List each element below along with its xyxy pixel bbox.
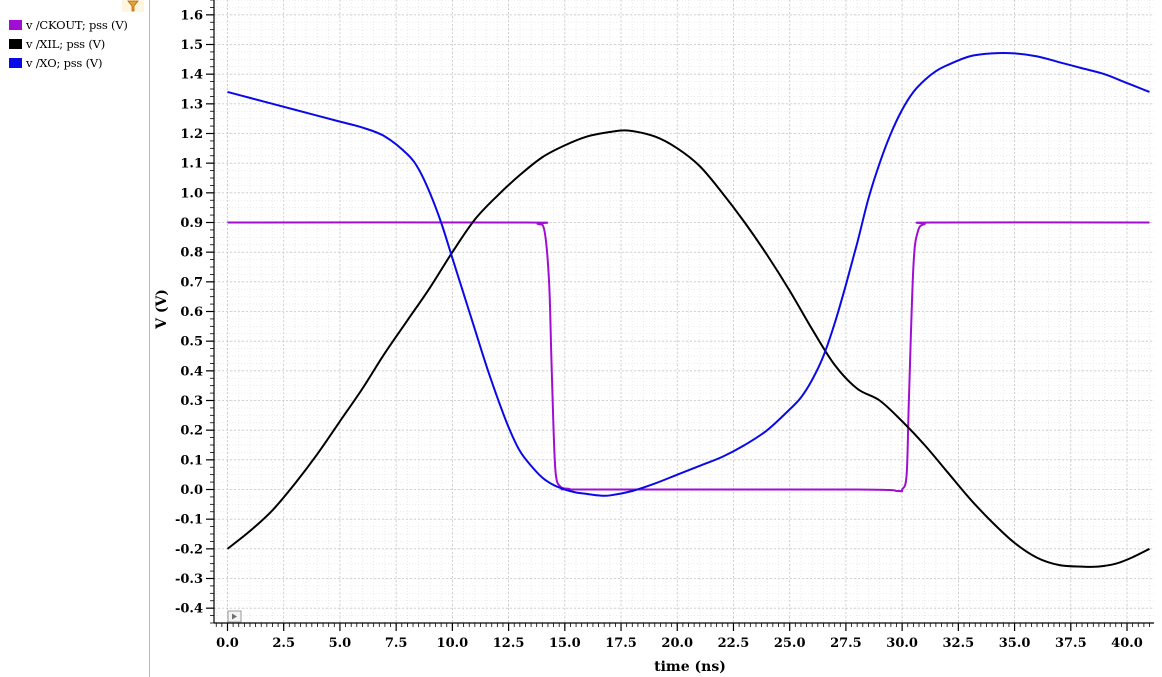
y-tick-label: 0.1 bbox=[180, 453, 203, 468]
y-tick-label: 0.8 bbox=[180, 246, 203, 261]
x-tick-label: 25.0 bbox=[774, 636, 806, 651]
x-axis-label: time (ns) bbox=[654, 659, 726, 675]
legend-panel: v /CKOUT; pss (V) v /XIL; pss (V) v /XO; p… bbox=[0, 0, 150, 677]
play-icon bbox=[232, 613, 237, 620]
y-tick-label: 1.6 bbox=[180, 8, 203, 23]
series-line-xo[interactable] bbox=[227, 52, 1150, 497]
series-line-xil[interactable] bbox=[226, 129, 1150, 568]
x-tick-label: 7.5 bbox=[385, 636, 408, 651]
axes: 0.0 2.5 5.0 7.5 10.0 12.5 15.0 17.5 20.0 22.5 25.0… bbox=[175, 0, 1154, 651]
x-tick-label: 0.0 bbox=[216, 636, 239, 651]
y-tick-label: 1.0 bbox=[180, 186, 203, 201]
x-tick-label: 17.5 bbox=[605, 636, 637, 651]
x-tick-label: 2.5 bbox=[272, 636, 295, 651]
series-line-ckout[interactable] bbox=[227, 221, 1150, 493]
legend-item[interactable]: v /XIL; pss (V) bbox=[9, 37, 105, 51]
legend-item[interactable]: v /XO; pss (V) bbox=[9, 56, 102, 70]
y-tick-label: 0.7 bbox=[180, 275, 203, 290]
y-tick-label: -0.4 bbox=[175, 602, 203, 617]
y-tick-label: 0.6 bbox=[180, 305, 203, 320]
y-tick-label: 0.5 bbox=[180, 335, 203, 350]
x-tick-label: 10.0 bbox=[437, 636, 469, 651]
legend-label: v /CKOUT; pss (V) bbox=[26, 18, 128, 32]
axis-labels: time (ns) V (V) bbox=[154, 289, 726, 675]
x-tick-label: 32.5 bbox=[943, 636, 975, 651]
expand-button[interactable] bbox=[227, 610, 242, 623]
y-tick-label: 0.3 bbox=[180, 394, 203, 409]
y-tick-label: 1.1 bbox=[180, 157, 203, 172]
y-tick-label: 1.2 bbox=[180, 127, 203, 142]
x-tick-label: 40.0 bbox=[1111, 636, 1143, 651]
x-tick-label: 15.0 bbox=[549, 636, 581, 651]
legend-label: v /XO; pss (V) bbox=[26, 56, 103, 70]
series-layer bbox=[226, 52, 1150, 568]
y-tick-label: 0.2 bbox=[180, 424, 203, 439]
y-tick-label: 1.5 bbox=[180, 38, 203, 53]
legend-swatch bbox=[9, 39, 22, 49]
x-tick-label: 22.5 bbox=[718, 636, 750, 651]
x-tick-label: 35.0 bbox=[999, 636, 1031, 651]
x-tick-label: 12.5 bbox=[493, 636, 525, 651]
y-tick-label: 0.9 bbox=[180, 216, 203, 231]
y-tick-label: 1.3 bbox=[180, 97, 203, 112]
y-tick-label: -0.1 bbox=[175, 513, 203, 528]
filter-icon[interactable] bbox=[122, 0, 144, 12]
y-tick-label: 0.4 bbox=[180, 364, 203, 379]
legend-swatch bbox=[9, 58, 22, 68]
y-tick-label: -0.3 bbox=[175, 572, 203, 587]
legend-label: v /XIL; pss (V) bbox=[26, 37, 106, 51]
legend-item[interactable]: v /CKOUT; pss (V) bbox=[9, 18, 128, 32]
x-tick-label: 27.5 bbox=[830, 636, 862, 651]
legend-swatch bbox=[9, 20, 22, 30]
x-tick-label: 20.0 bbox=[661, 636, 693, 651]
y-tick-label: 0.0 bbox=[180, 483, 203, 498]
y-tick-label: -0.2 bbox=[175, 542, 203, 557]
x-tick-label: 37.5 bbox=[1055, 636, 1087, 651]
y-tick-label: 1.4 bbox=[180, 68, 203, 83]
y-axis-label: V (V) bbox=[154, 289, 170, 330]
x-tick-label: 30.0 bbox=[886, 636, 918, 651]
grid bbox=[214, 0, 1154, 624]
x-tick-label: 5.0 bbox=[329, 636, 352, 651]
